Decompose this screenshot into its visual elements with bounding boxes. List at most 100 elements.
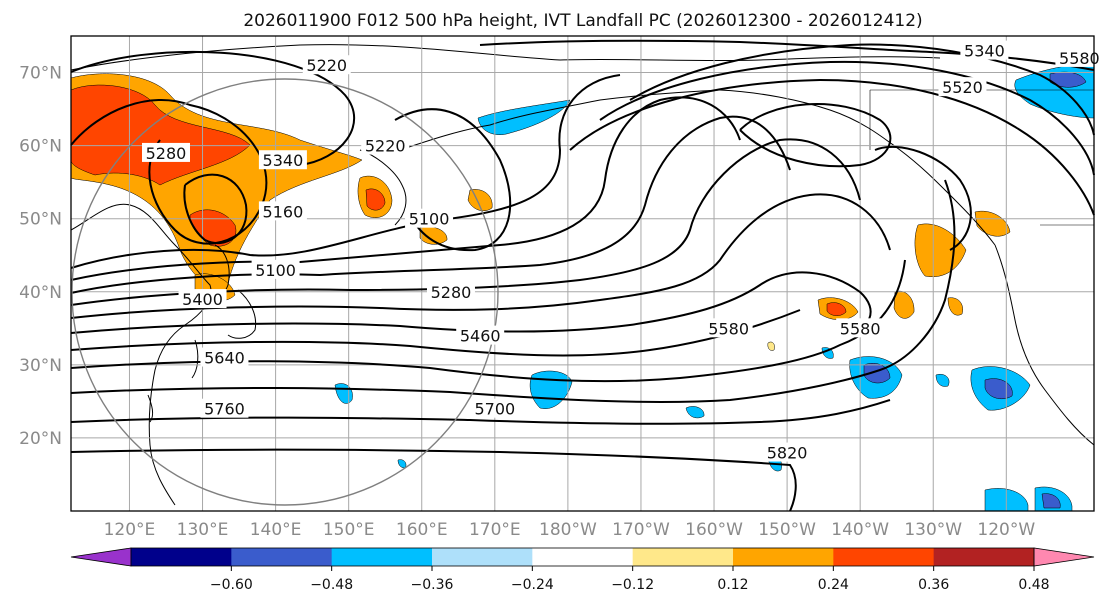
colorbar-frame: [130, 547, 1035, 567]
lat-label: 40°N: [19, 283, 62, 303]
colorbar-segment: [131, 548, 232, 566]
colorbar-tick-label: −0.36: [411, 577, 454, 593]
colorbar-ticks: −0.60 −0.48 −0.36 −0.24 −0.12 0.12 0.24 0.36 0.4…: [210, 566, 1050, 593]
height-contour: [70, 193, 891, 319]
latitude-labels: 70°N 60°N 50°N 40°N 30°N 20°N: [19, 64, 62, 449]
coastline: [227, 289, 257, 339]
contour-label-bg: [251, 259, 300, 279]
coastline: [559, 56, 941, 62]
contour-label-bg: [361, 135, 410, 155]
colorbar-segment: [331, 548, 433, 566]
contour-label: 5820: [767, 444, 808, 463]
contour-label-bg: [456, 325, 505, 345]
contour-label-bg: [704, 318, 753, 338]
colorbar-extend-low: [70, 547, 132, 567]
colorbar-segment: [432, 548, 533, 566]
contour-label-bg: [426, 281, 475, 301]
contour-label: 5280: [431, 283, 472, 302]
colorbar-segment: [933, 548, 1035, 566]
contour-label: 5160: [263, 202, 304, 221]
contour-label: 5580: [708, 319, 749, 338]
lon-label: 150°E: [323, 520, 375, 540]
contour-label-bg: [302, 55, 351, 75]
colorbar-segment: [833, 548, 935, 566]
colorbar-tick-label: 0.48: [1018, 577, 1049, 593]
contour-label: 5400: [182, 290, 223, 309]
height-contour: [874, 145, 972, 251]
height-contour: [739, 103, 892, 168]
lon-label: 160°E: [396, 520, 448, 540]
height-contour: [629, 43, 1095, 136]
contour-label-bg: [141, 142, 190, 162]
lon-label: 180°W: [539, 520, 597, 540]
lon-label: 150°W: [758, 520, 816, 540]
region-circle: [71, 78, 499, 506]
colorbar-tick-label: −0.48: [310, 577, 353, 593]
coastline: [994, 244, 1095, 446]
height-contour: [70, 50, 356, 166]
height-contour: [70, 179, 956, 403]
contour-label: 5580: [1059, 49, 1100, 68]
ivt-strong-negative-fill-south: [1041, 493, 1061, 509]
contour-label-layer: 5220 5340 5580 5520 5280 5340 5220 5160 5100 5100…: [141, 40, 1104, 463]
lon-label: 170°W: [612, 520, 670, 540]
contour-label: 5580: [840, 319, 881, 338]
lat-label: 70°N: [19, 64, 62, 84]
height-contour: [70, 271, 872, 336]
coastline: [359, 149, 407, 226]
contour-label-bg: [258, 150, 307, 170]
lon-label: 170°E: [469, 520, 521, 540]
lat-label: 50°N: [19, 210, 62, 230]
colorbar-tick-label: −0.12: [611, 577, 654, 593]
lon-label: 140°W: [831, 520, 889, 540]
ivt-negative-fill-small-a: [685, 406, 705, 419]
colorbar-tick-label: 0.12: [717, 577, 748, 593]
colorbar-segment: [532, 548, 634, 566]
lat-label: 30°N: [19, 356, 62, 376]
colorbar-tick-label: 0.24: [818, 577, 849, 593]
ivt-strong-fill-central-pacific: [826, 302, 847, 316]
contour-label-bg: [258, 201, 307, 221]
lon-label: 140°E: [250, 520, 302, 540]
contour-label-bg: [1055, 47, 1104, 67]
lon-label: 130°W: [904, 520, 962, 540]
contour-label: 5460: [460, 327, 501, 346]
height-contour: [70, 259, 906, 383]
contour-label: 5100: [255, 261, 296, 280]
height-contour: [70, 138, 861, 306]
ivt-fill-bc: [974, 210, 1011, 237]
contour-label: 5520: [942, 78, 983, 97]
ivt-fill-california: [947, 297, 963, 316]
contour-label-bg: [200, 398, 249, 418]
colorbar-tick-label: −0.60: [210, 577, 253, 593]
contour-label-bg: [960, 40, 1009, 60]
contour-label-bg: [178, 289, 227, 309]
colorbar-segment: [632, 548, 734, 566]
contour-label-bg: [938, 77, 987, 97]
contour-label: 5640: [204, 349, 245, 368]
contour-label: 5220: [306, 56, 347, 75]
contour-label-bg: [470, 398, 519, 418]
gridline-layer: [71, 36, 1094, 511]
contour-label-bg: [405, 208, 454, 228]
map-panel: 5220 5340 5580 5520 5280 5340 5220 5160 5100 5100…: [70, 35, 1104, 512]
contour-label-bg: [763, 442, 812, 462]
contour-label: 5220: [365, 137, 406, 156]
height-contour: [599, 60, 1095, 176]
colorbar-extend-high: [1033, 547, 1095, 567]
height-contour: [70, 448, 797, 512]
coastline: [70, 44, 561, 71]
contour-label: 5340: [263, 151, 304, 170]
contour-label: 5760: [204, 400, 245, 419]
height-contour: [394, 108, 512, 252]
lon-label: 120°W: [977, 520, 1035, 540]
colorbar: [70, 547, 1095, 567]
height-contour: [569, 78, 1095, 216]
colorbar-tick-label: −0.24: [511, 577, 554, 593]
contour-label-bg: [200, 347, 249, 367]
contour-label-bg: [836, 318, 885, 338]
ivt-negative-fill-alaska: [477, 99, 571, 135]
ivt-weak-fill-small: [767, 341, 775, 351]
map-frame: [70, 35, 1095, 512]
